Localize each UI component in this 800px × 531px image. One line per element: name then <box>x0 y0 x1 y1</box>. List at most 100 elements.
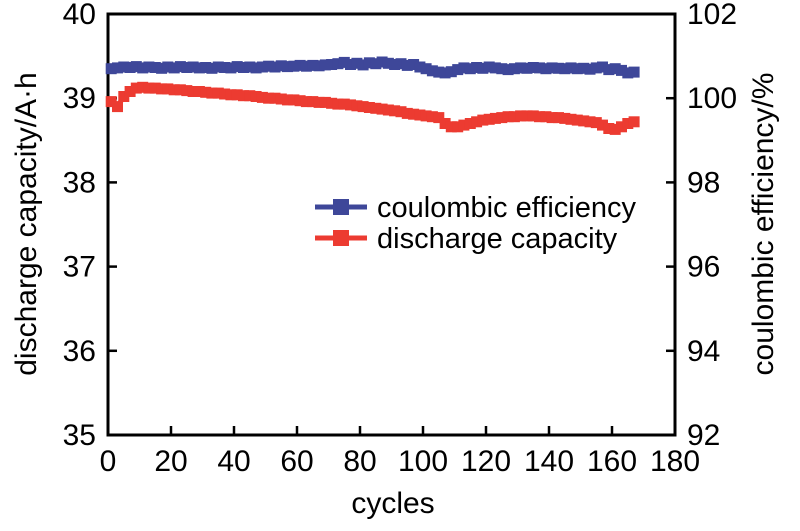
data-point-marker <box>553 62 564 74</box>
data-point-marker <box>105 96 117 108</box>
data-point-marker <box>244 90 256 102</box>
data-point-marker <box>219 62 231 73</box>
data-point-marker <box>502 64 514 76</box>
data-point-marker <box>534 111 545 123</box>
data-point-marker <box>622 118 634 129</box>
data-point-marker <box>200 62 212 73</box>
data-point-marker <box>326 59 338 70</box>
data-point-marker <box>206 87 218 99</box>
data-point-marker <box>464 118 476 129</box>
y-left-tick-label: 38 <box>63 166 96 199</box>
data-point-marker <box>351 100 363 112</box>
data-point-marker <box>300 96 312 108</box>
data-point-marker <box>288 60 300 72</box>
y-right-tick-label: 92 <box>687 419 720 452</box>
data-point-marker <box>603 123 615 134</box>
data-point-marker <box>370 58 382 70</box>
data-point-marker <box>401 107 413 119</box>
data-point-marker <box>426 65 438 77</box>
data-point-marker <box>200 86 212 98</box>
data-point-marker <box>206 62 218 74</box>
data-point-marker <box>445 66 457 78</box>
data-point-marker <box>420 110 432 122</box>
legend-marker-discharge-capacity <box>333 230 349 246</box>
data-point-marker <box>521 110 533 122</box>
data-point-marker <box>376 103 388 115</box>
data-point-marker <box>458 62 470 74</box>
data-point-marker <box>269 92 281 104</box>
data-point-marker <box>124 62 136 73</box>
data-point-marker <box>433 112 445 124</box>
data-point-marker <box>231 89 243 101</box>
data-point-marker <box>181 62 193 73</box>
data-point-marker <box>571 63 583 75</box>
data-point-marker <box>571 114 583 126</box>
data-point-marker <box>193 62 205 74</box>
data-point-marker <box>225 89 237 101</box>
x-tick-label: 180 <box>650 445 700 478</box>
data-point-marker <box>477 62 489 74</box>
x-tick-label: 80 <box>343 445 376 478</box>
axis-ticks: 0 20 40 60 80 100 120 140 160 180 35 36 37 38 39 40 92 94… <box>63 0 737 478</box>
data-point-marker <box>609 123 621 135</box>
data-point-marker <box>105 63 117 75</box>
y-axis-title-left: discharge capacity/A·h <box>10 72 43 376</box>
data-point-marker <box>578 115 590 127</box>
data-point-marker <box>483 61 495 73</box>
data-point-marker <box>124 86 136 97</box>
data-point-marker <box>408 59 420 70</box>
data-point-marker <box>489 112 501 124</box>
data-point-marker <box>559 112 571 124</box>
data-point-marker <box>395 58 407 70</box>
data-point-marker <box>130 82 142 94</box>
data-point-marker <box>540 111 552 123</box>
data-point-marker <box>174 61 186 73</box>
data-point-marker <box>319 59 331 71</box>
y-left-tick-label: 35 <box>63 419 96 452</box>
data-point-marker <box>496 63 508 75</box>
data-point-marker <box>420 63 432 75</box>
data-point-marker <box>250 62 262 74</box>
data-point-marker <box>464 63 476 75</box>
data-point-marker <box>382 57 394 69</box>
data-point-marker <box>471 62 483 73</box>
data-point-marker <box>275 93 287 105</box>
data-point-marker <box>338 56 350 68</box>
data-point-marker <box>357 59 369 71</box>
data-point-marker <box>307 59 319 71</box>
data-point-marker <box>294 59 306 71</box>
data-point-marker <box>149 62 161 73</box>
data-point-marker <box>508 63 520 75</box>
data-point-marker <box>471 116 483 128</box>
data-point-marker <box>515 110 527 122</box>
data-point-marker <box>219 88 231 100</box>
data-point-marker <box>238 90 249 102</box>
data-point-marker <box>332 58 344 70</box>
data-point-marker <box>143 82 155 94</box>
data-point-marker <box>590 62 602 74</box>
data-point-marker <box>445 121 457 133</box>
data-point-marker <box>187 61 199 73</box>
data-point-marker <box>609 63 621 75</box>
data-point-marker <box>584 116 596 128</box>
x-tick-label: 120 <box>461 445 511 478</box>
data-point-marker <box>534 62 545 74</box>
data-point-marker <box>458 119 470 131</box>
data-point-marker <box>181 85 193 97</box>
data-point-marker <box>137 81 149 93</box>
data-point-marker <box>439 67 451 79</box>
data-point-marker <box>628 66 640 78</box>
data-point-marker <box>508 111 520 123</box>
data-point-marker <box>156 62 168 74</box>
data-point-marker <box>143 61 155 73</box>
data-point-marker <box>376 56 388 68</box>
data-point-marker <box>250 91 262 102</box>
data-point-marker <box>452 121 464 133</box>
data-point-marker <box>540 63 552 75</box>
x-tick-label: 40 <box>217 445 250 478</box>
data-point-marker <box>168 62 180 74</box>
data-point-marker <box>628 116 640 128</box>
legend-label-discharge-capacity: discharge capacity <box>377 223 618 255</box>
